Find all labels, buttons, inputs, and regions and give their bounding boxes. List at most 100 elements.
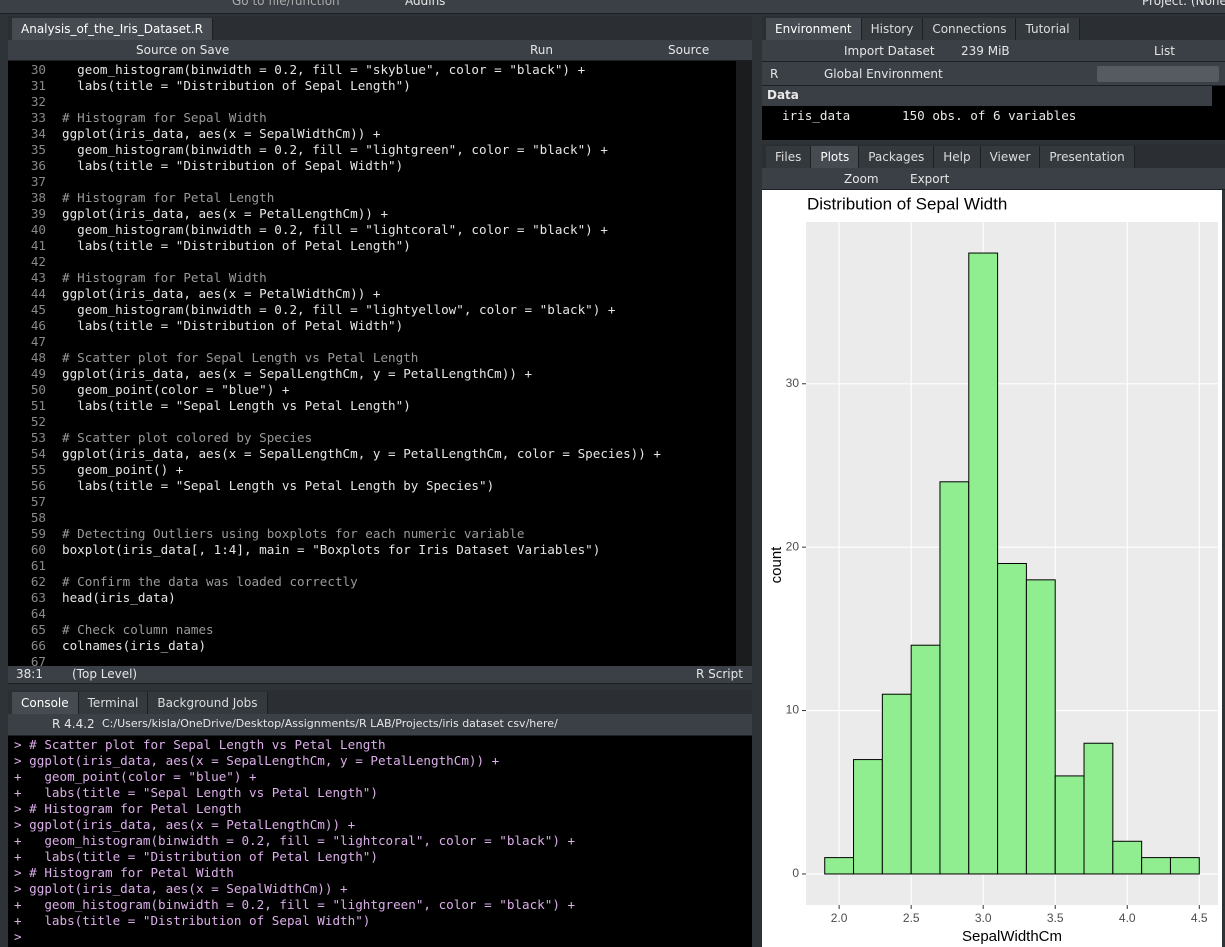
code-editor[interactable]: 30 geom_histogram(binwidth = 0.2, fill =… (8, 61, 736, 666)
plots-tabs: Files Plots Packages Help Viewer Presentation (762, 144, 1225, 168)
code-line: ggplot(iris_data, aes(x = SepalLengthCm,… (62, 446, 661, 461)
goto-file[interactable]: Go to file/function (232, 0, 340, 8)
search-box[interactable] (1097, 66, 1219, 82)
y-tick-label: 0 (792, 866, 799, 880)
histogram-bar (1083, 742, 1114, 875)
r-version: R 4.4.2 (52, 717, 95, 731)
line-number: 47 (30, 334, 46, 349)
pane-tab[interactable]: Plots (811, 146, 860, 168)
line-number: 58 (30, 510, 46, 525)
import-dataset[interactable]: Import Dataset (844, 44, 935, 58)
source-button[interactable]: Source (668, 43, 710, 57)
line-number: 36 (30, 158, 46, 173)
scope[interactable]: (Top Level) (72, 667, 138, 681)
code-line: # Check column names (62, 622, 214, 637)
line-number: 41 (30, 238, 46, 253)
pane-tab[interactable]: Background Jobs (148, 692, 268, 714)
pane-tab[interactable]: Help (934, 146, 981, 168)
section-header: Data (762, 86, 1212, 106)
code-line: geom_histogram(binwidth = 0.2, fill = "l… (62, 142, 608, 157)
source-on-save[interactable]: Source on Save (136, 43, 230, 57)
histogram-bar (1054, 775, 1085, 875)
code-line: # Confirm the data was loaded correctly (62, 574, 358, 589)
console-line: > # Scatter plot for Sepal Length vs Pet… (14, 737, 386, 752)
console-line: + geom_point(color = "blue") + (14, 769, 257, 784)
line-number: 64 (30, 606, 46, 621)
line-number: 38 (30, 190, 46, 205)
pane-tab[interactable]: Connections (923, 18, 1017, 40)
editor-toolbar: Source on Save Run Source (8, 40, 752, 61)
pane-tab[interactable]: Presentation (1040, 146, 1135, 168)
line-number: 31 (30, 78, 46, 93)
project-menu[interactable]: Project: (None) (1142, 0, 1225, 8)
line-number: 62 (30, 574, 46, 589)
line-number: 48 (30, 350, 46, 365)
code-line: ggplot(iris_data, aes(x = SepalWidthCm))… (62, 126, 381, 141)
line-number: 39 (30, 206, 46, 221)
environment-table: Data iris_data 150 obs. of 6 variables (762, 86, 1225, 140)
histogram-bar (1169, 857, 1200, 875)
pane-tab[interactable]: Viewer (980, 146, 1041, 168)
line-number: 44 (30, 286, 46, 301)
object-name[interactable]: iris_data (782, 108, 851, 123)
line-number: 43 (30, 270, 46, 285)
x-tick-label: 2.5 (903, 911, 920, 925)
memory-usage[interactable]: 239 MiB (961, 44, 1010, 58)
language[interactable]: R (770, 67, 779, 81)
working-directory[interactable]: C:/Users/kisla/OneDrive/Desktop/Assignme… (102, 717, 558, 730)
pane-tab[interactable]: Packages (859, 146, 935, 168)
x-tick-label: 4.0 (1119, 911, 1136, 925)
console-line: > # Histogram for Petal Width (14, 865, 234, 880)
code-line: geom_histogram(binwidth = 0.2, fill = "s… (62, 62, 586, 77)
pane-tab[interactable]: Environment (766, 18, 862, 40)
code-line: head(iris_data) (62, 590, 176, 605)
code-line: # Scatter plot colored by Species (62, 430, 313, 445)
pane-tab[interactable]: Terminal (78, 692, 149, 714)
pane-tab[interactable]: Tutorial (1016, 18, 1080, 40)
histogram-bar (1025, 579, 1056, 875)
console-line: > (14, 929, 22, 944)
code-line: ggplot(iris_data, aes(x = PetalWidthCm))… (62, 286, 381, 301)
x-tick-label: 3.5 (1047, 911, 1064, 925)
line-number: 59 (30, 526, 46, 541)
file-type[interactable]: R Script (696, 667, 743, 681)
code-line: # Histogram for Petal Length (62, 190, 275, 205)
y-axis-label: count (768, 546, 785, 584)
code-line: ggplot(iris_data, aes(x = PetalLengthCm)… (62, 206, 389, 221)
y-tick-label: 10 (786, 703, 800, 717)
pane-tab[interactable]: Files (766, 146, 812, 168)
histogram-bar (853, 759, 883, 875)
env-scope[interactable]: Global Environment (824, 67, 943, 81)
line-number: 50 (30, 382, 46, 397)
histogram-bar (824, 857, 855, 875)
editor-status: 38:1 (Top Level) R Script (8, 666, 752, 684)
export-button[interactable]: Export (910, 172, 950, 186)
code-line: labs(title = "Distribution of Sepal Leng… (62, 78, 411, 93)
cursor-position: 38:1 (16, 667, 43, 681)
line-number: 53 (30, 430, 46, 445)
scrollbar (736, 61, 752, 666)
code-line: # Detecting Outliers using boxplots for … (62, 526, 525, 541)
zoom-button[interactable]: Zoom (844, 172, 879, 186)
line-number: 54 (30, 446, 46, 461)
pane-tab[interactable]: History (861, 18, 924, 40)
line-number: 33 (30, 110, 46, 125)
line-number: 30 (30, 62, 46, 77)
environment-tabs: Environment History Connections Tutorial (762, 16, 1225, 40)
pane-tab[interactable]: Console (12, 692, 79, 714)
console[interactable]: > # Scatter plot for Sepal Length vs Pet… (8, 736, 752, 947)
view-mode[interactable]: List (1154, 44, 1175, 58)
console-line: > ggplot(iris_data, aes(x = PetalLengthC… (14, 817, 356, 832)
console-line: + labs(title = "Distribution of Sepal Wi… (14, 913, 371, 928)
code-line: geom_point() + (62, 462, 184, 477)
line-number: 66 (30, 638, 46, 653)
run-button[interactable]: Run (530, 43, 554, 57)
console-line: + geom_histogram(binwidth = 0.2, fill = … (14, 833, 576, 848)
line-number: 34 (30, 126, 46, 141)
editor-tab[interactable]: Analysis_of_the_Iris_Dataset.R (12, 18, 213, 40)
code-line: # Scatter plot for Sepal Length vs Petal… (62, 350, 419, 365)
line-number: 52 (30, 414, 46, 429)
addins-menu[interactable]: Addins (405, 0, 446, 8)
plots-toolbar: Zoom Export (762, 168, 1225, 190)
